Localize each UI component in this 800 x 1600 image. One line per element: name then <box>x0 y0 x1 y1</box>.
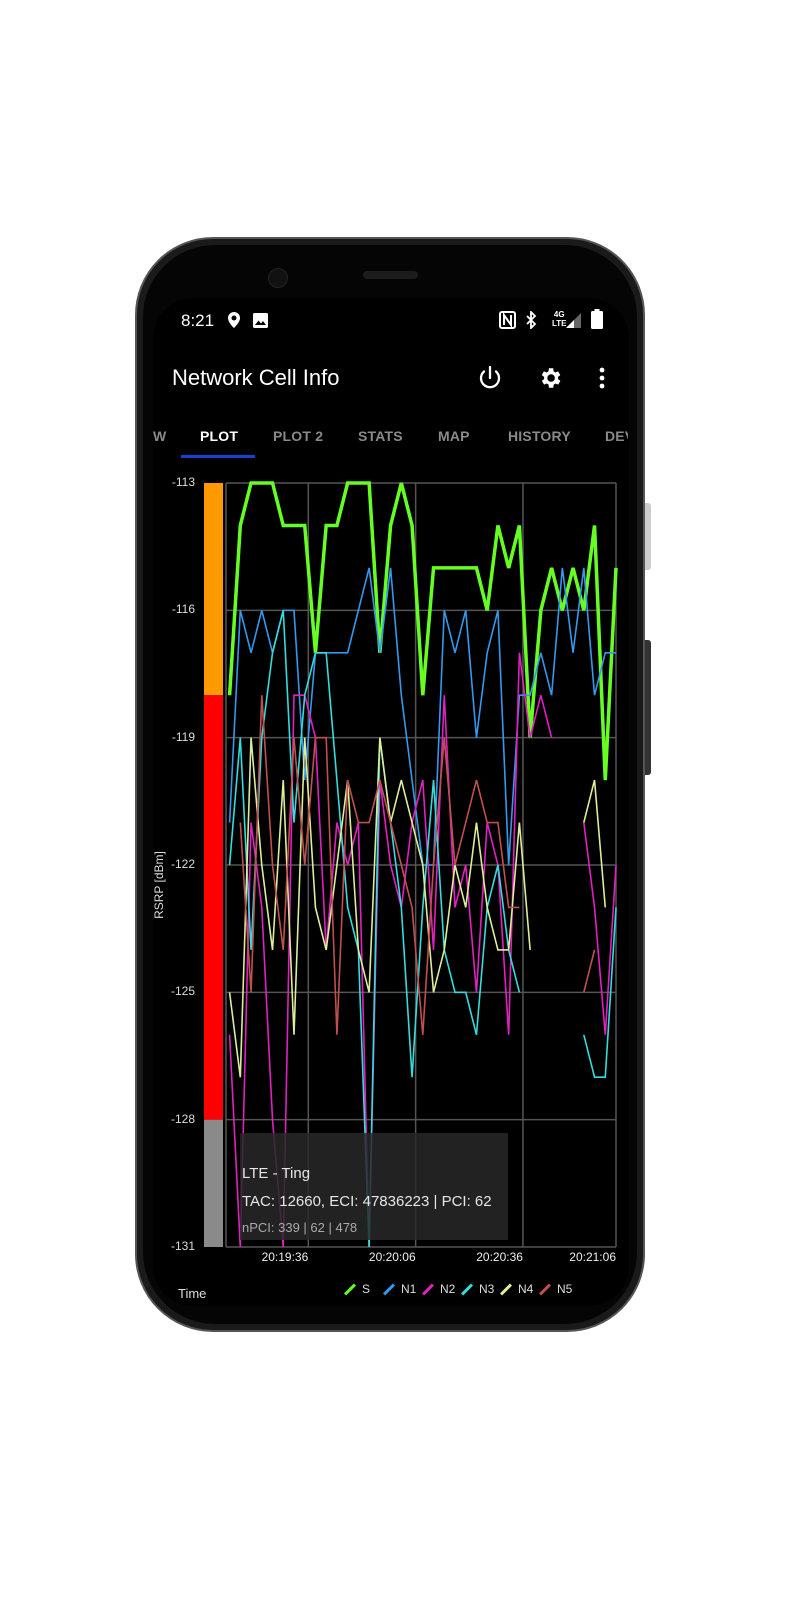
network-4g: 4G <box>553 310 565 319</box>
legend-swatch <box>538 1283 552 1296</box>
info-neighbor-pci: nPCI: 339 | 62 | 478 <box>242 1220 358 1235</box>
x-tick-label: 20:20:06 <box>369 1250 416 1264</box>
more-vert-icon[interactable] <box>598 366 606 390</box>
cell-info-overlay: LTE - Ting TAC: 12660, ECI: 47836223 | P… <box>240 1133 508 1240</box>
y-tick-label: -125 <box>170 984 195 999</box>
y-tick-label: -122 <box>170 857 195 871</box>
volume-button <box>645 503 651 570</box>
legend-label: N4 <box>518 1282 534 1296</box>
image-icon <box>253 313 268 328</box>
front-camera <box>268 268 288 288</box>
legend-label: S <box>362 1282 371 1296</box>
x-tick-label: 20:20:36 <box>476 1250 523 1264</box>
legend-item-n2: N2 <box>421 1282 455 1296</box>
legend-item-n5: N5 <box>538 1282 572 1296</box>
series-line-n4 <box>228 737 531 1078</box>
series-line-n4 <box>583 779 607 908</box>
gear-icon[interactable] <box>537 365 563 391</box>
tab-stats[interactable]: STATS <box>358 428 403 444</box>
x-tick-label: 20:19:36 <box>262 1250 309 1264</box>
app-title: Network Cell Info <box>172 365 340 390</box>
legend-item-s: S <box>343 1282 370 1296</box>
quality-band-1 <box>204 695 223 1120</box>
legend-label: N2 <box>440 1282 456 1296</box>
y-tick-label: -131 <box>170 1239 195 1253</box>
tab-map[interactable]: MAP <box>438 428 470 444</box>
y-tick-label: -119 <box>171 729 195 744</box>
nfc-icon <box>499 311 516 329</box>
network-lte: LTE <box>552 319 567 328</box>
legend-swatch <box>499 1283 513 1296</box>
power-side-button <box>645 640 651 775</box>
series-line-n1 <box>228 567 616 866</box>
legend-label: N1 <box>401 1282 417 1296</box>
info-cell-ids: TAC: 12660, ECI: 47836223 | PCI: 62 <box>242 1193 492 1210</box>
legend-swatch <box>343 1283 357 1296</box>
location-pin-icon <box>228 312 240 328</box>
series-line-n2 <box>583 822 617 1035</box>
network-type-label: 4G LTE <box>552 310 567 328</box>
tab-indicator <box>181 455 255 458</box>
earpiece <box>363 271 418 279</box>
legend-item-n1: N1 <box>382 1282 416 1296</box>
legend-item-n3: N3 <box>460 1282 494 1296</box>
series-line-n3 <box>583 907 617 1079</box>
tab-dev-clip: DEV <box>604 420 628 450</box>
legend-item-n4: N4 <box>499 1282 533 1296</box>
status-time: 8:21 <box>181 311 215 330</box>
tab-plot-2[interactable]: PLOT 2 <box>273 428 324 444</box>
tab-plot[interactable]: PLOT <box>200 428 239 444</box>
series-line-n5 <box>583 949 596 993</box>
legend-label: N5 <box>557 1282 573 1296</box>
legend-swatch <box>382 1283 396 1296</box>
tab-history[interactable]: HISTORY <box>508 428 571 444</box>
series-line-n5 <box>239 695 520 1035</box>
bluetooth-icon <box>526 311 537 329</box>
quality-band-2 <box>204 1119 223 1247</box>
quality-band-0 <box>204 483 223 696</box>
info-network: LTE - Ting <box>242 1165 311 1182</box>
series-line-n3 <box>228 610 521 1248</box>
legend-label: N3 <box>479 1282 495 1296</box>
y-tick-label: -128 <box>170 1111 195 1126</box>
power-icon[interactable] <box>477 365 503 391</box>
x-axis-title: Time <box>178 1286 207 1301</box>
legend-swatch <box>460 1283 474 1296</box>
tab-overview[interactable]: W <box>153 428 167 444</box>
y-tick-label: -116 <box>171 602 195 617</box>
tab-dev[interactable]: DEV <box>605 428 628 444</box>
x-tick-label: 20:21:06 <box>569 1250 616 1264</box>
signal-strength-icon <box>566 313 581 328</box>
series-line-s <box>227 481 618 781</box>
legend-swatch <box>421 1283 435 1296</box>
battery-icon <box>591 309 603 329</box>
y-tick-label: -113 <box>171 475 195 489</box>
